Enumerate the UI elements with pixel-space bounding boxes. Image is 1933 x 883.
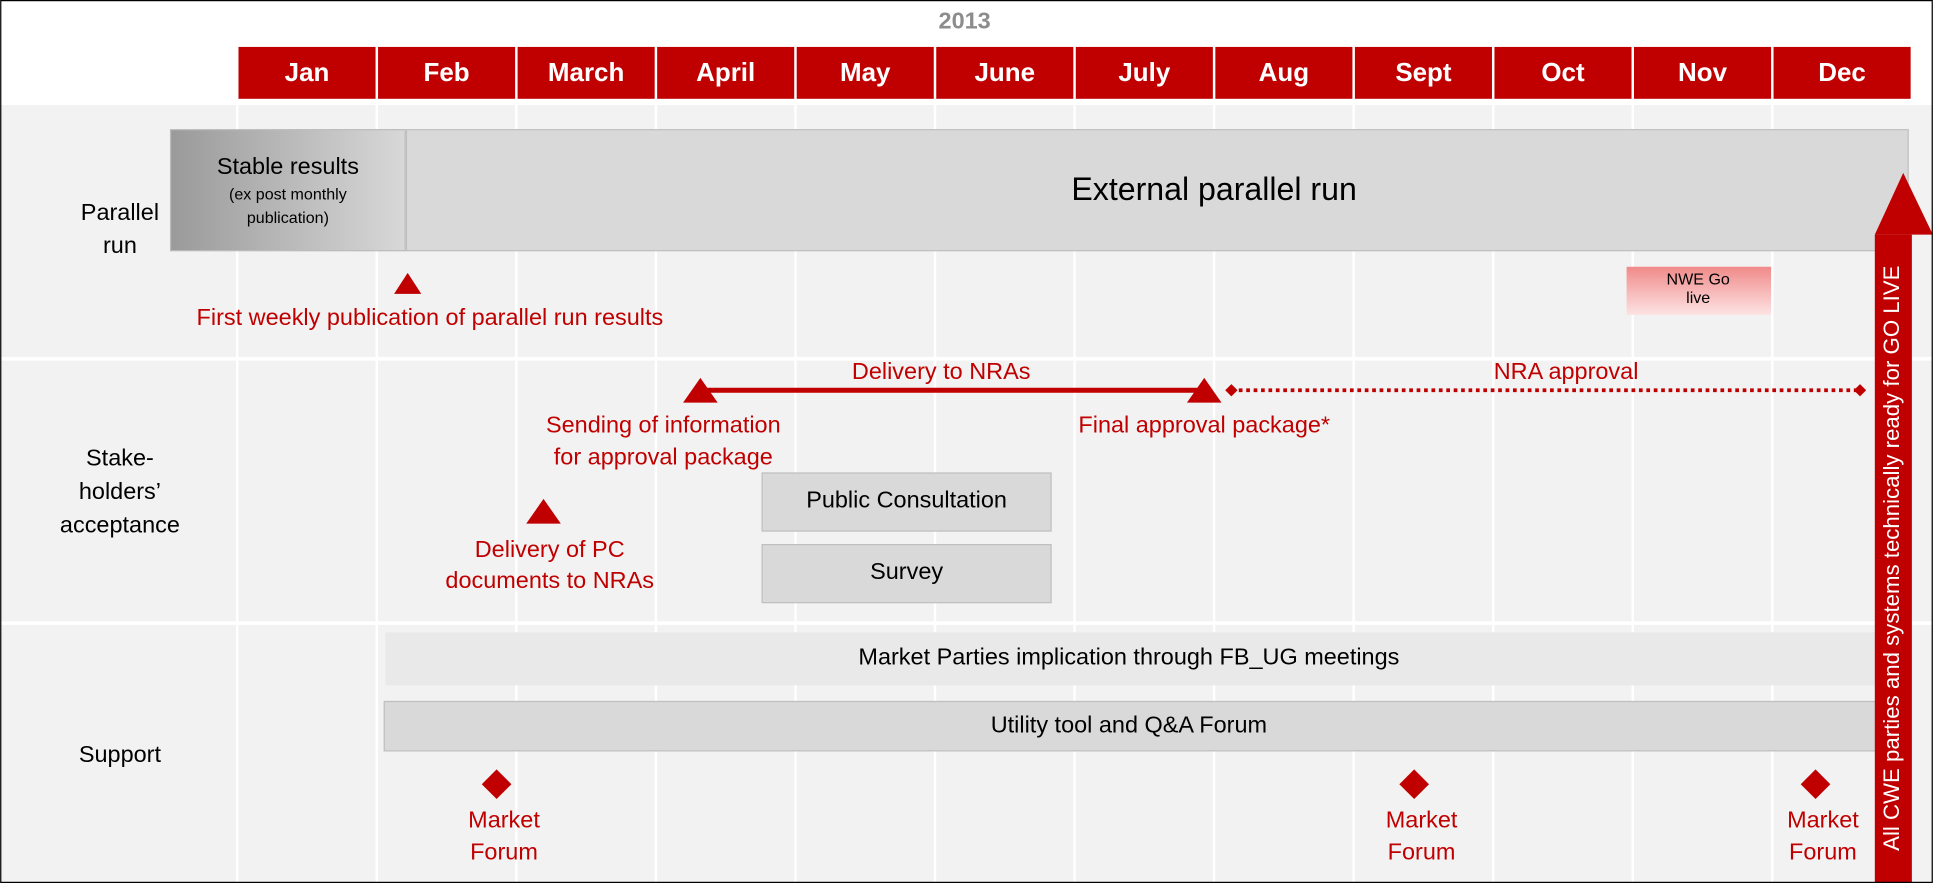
month-label: May bbox=[840, 59, 891, 87]
milestone-label: First weekly publication of parallel run… bbox=[197, 304, 664, 330]
market-parties-band bbox=[385, 632, 1878, 686]
month-label: April bbox=[696, 59, 755, 87]
month-box bbox=[657, 46, 795, 99]
month-box bbox=[1354, 46, 1492, 99]
survey-label: Survey bbox=[870, 558, 943, 584]
stable-box bbox=[169, 129, 406, 252]
forum-label: Forum bbox=[1388, 839, 1456, 865]
month-box bbox=[1773, 46, 1911, 99]
row-divider bbox=[0, 356, 1933, 361]
month-label: Dec bbox=[1818, 59, 1866, 87]
month-box bbox=[1494, 46, 1632, 99]
milestone bbox=[394, 272, 422, 294]
month-box bbox=[1215, 46, 1353, 99]
forum-label: Market bbox=[1386, 806, 1458, 832]
approval-label: NRA approval bbox=[1494, 358, 1639, 384]
row-label: Support bbox=[79, 741, 162, 767]
market-parties-label: Market Parties implication through FB_UG… bbox=[858, 643, 1399, 669]
diamond bbox=[1399, 769, 1429, 800]
row-label: holders’ bbox=[79, 478, 161, 504]
nwe-label: NWE Go bbox=[1667, 271, 1730, 289]
year: 2013 bbox=[939, 7, 991, 33]
delivery-label: Delivery to NRAs bbox=[852, 358, 1031, 384]
diamond bbox=[1800, 769, 1831, 800]
pc-label: Delivery of PC bbox=[475, 536, 625, 562]
forums: Market Forum Market Forum Market Forum bbox=[468, 769, 1859, 865]
month-label: Jan bbox=[285, 59, 330, 87]
external-box bbox=[405, 129, 1909, 252]
forum-label: Market bbox=[468, 806, 540, 832]
forum-label: Market bbox=[1787, 806, 1859, 832]
month-label: July bbox=[1118, 59, 1170, 87]
month-label: March bbox=[548, 59, 624, 87]
milestone bbox=[683, 377, 718, 403]
utility-box bbox=[383, 700, 1878, 752]
nwe-label: live bbox=[1686, 289, 1710, 307]
month-box bbox=[936, 46, 1074, 99]
nwe-box bbox=[1626, 266, 1772, 315]
go-live-label: All CWE parties and systems technically … bbox=[1879, 266, 1904, 851]
sending-label: Sending of information bbox=[546, 411, 781, 437]
forum-label: Forum bbox=[470, 839, 538, 865]
pc-label: documents to NRAs bbox=[445, 567, 654, 593]
diamond bbox=[481, 769, 512, 800]
survey-box bbox=[761, 544, 1052, 604]
final-label: Final approval package* bbox=[1078, 411, 1330, 437]
milestone bbox=[526, 498, 561, 524]
row-label: run bbox=[103, 232, 137, 258]
forum-label: Forum bbox=[1789, 839, 1857, 865]
consultation-box bbox=[761, 472, 1052, 532]
month-label: Oct bbox=[1541, 59, 1585, 87]
month-label: June bbox=[975, 59, 1036, 87]
row-label: acceptance bbox=[60, 511, 180, 537]
diamond bbox=[1225, 384, 1238, 397]
month-label: Sept bbox=[1395, 59, 1452, 87]
row-label: Parallel bbox=[81, 199, 159, 225]
month-label: Feb bbox=[424, 59, 470, 87]
month-label: Nov bbox=[1678, 59, 1728, 87]
sending-label: for approval package bbox=[554, 443, 773, 469]
go-live-bar bbox=[1874, 234, 1912, 883]
row-label: Stake- bbox=[86, 445, 154, 471]
month-box bbox=[238, 46, 376, 99]
stable-note: publication) bbox=[247, 209, 329, 227]
utility-label: Utility tool and Q&A Forum bbox=[991, 711, 1267, 737]
month-box bbox=[517, 46, 655, 99]
row-divider bbox=[0, 621, 1933, 625]
external-label: External parallel run bbox=[1071, 171, 1356, 207]
months: Jan Feb March April May June July Aug Sept Oct Nov… bbox=[238, 46, 1911, 99]
diamond bbox=[1853, 384, 1867, 397]
consultation-label: Public Consultation bbox=[806, 487, 1007, 513]
month-label: Aug bbox=[1259, 59, 1309, 87]
stable-note: (ex post monthly bbox=[229, 185, 347, 203]
go-live-arrow bbox=[1874, 172, 1933, 235]
month-box bbox=[378, 46, 516, 99]
month-box bbox=[796, 46, 934, 99]
month-box bbox=[1633, 46, 1772, 99]
month-box bbox=[1075, 46, 1213, 99]
milestone bbox=[1186, 377, 1222, 403]
stable-title: Stable results bbox=[217, 153, 359, 179]
